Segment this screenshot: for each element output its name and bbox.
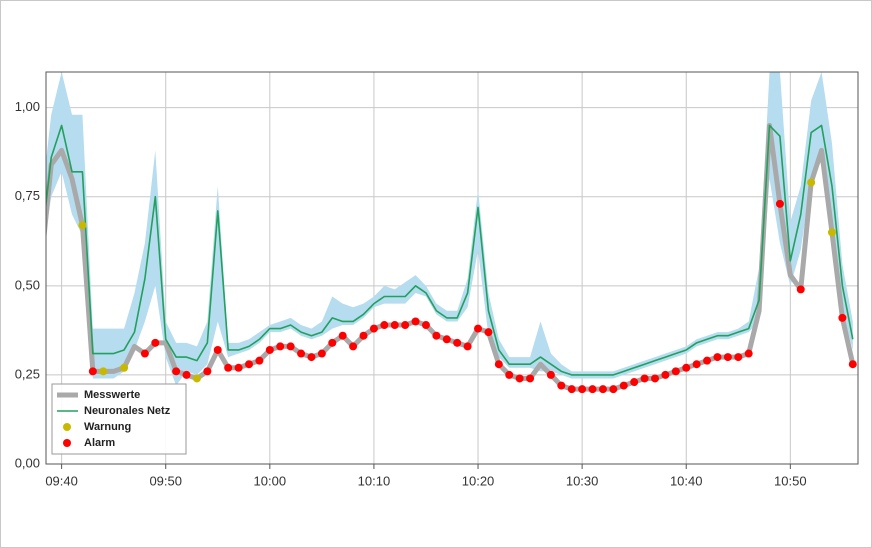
data-point: [234, 363, 243, 372]
data-point: [307, 353, 316, 362]
data-point: [505, 370, 514, 379]
data-point: [213, 345, 222, 354]
data-point: [401, 321, 410, 330]
y-tick-label: 0,50: [15, 277, 40, 292]
data-point: [546, 370, 555, 379]
x-tick-label: 10:20: [462, 473, 495, 488]
data-point: [474, 324, 483, 333]
data-point: [734, 353, 743, 362]
data-point: [421, 321, 430, 330]
data-point: [88, 367, 97, 376]
data-point: [359, 331, 368, 340]
data-point: [120, 363, 129, 372]
data-point: [255, 356, 264, 365]
data-point: [557, 381, 566, 390]
plot-area: [46, 72, 857, 394]
data-point: [651, 374, 659, 383]
data-point: [99, 367, 108, 376]
legend-marker: [63, 423, 71, 431]
x-tick-label: 09:40: [45, 473, 78, 488]
data-point: [827, 228, 836, 237]
y-tick-label: 0,25: [15, 366, 40, 381]
data-point: [484, 328, 493, 337]
legend-label: Messwerte: [84, 389, 140, 401]
data-point: [494, 360, 503, 369]
confidence-band: [46, 72, 853, 386]
data-point: [411, 317, 420, 326]
data-point: [848, 360, 857, 369]
data-point: [453, 338, 462, 347]
data-point: [369, 324, 378, 333]
data-point: [432, 331, 441, 340]
data-point: [598, 385, 607, 394]
data-point: [192, 374, 201, 383]
data-point: [640, 374, 649, 383]
x-tick-label: 10:50: [774, 473, 807, 488]
data-point: [578, 385, 587, 394]
data-point: [661, 370, 670, 379]
y-tick-label: 0,75: [15, 188, 40, 203]
data-point: [172, 367, 181, 376]
x-tick-label: 10:40: [670, 473, 703, 488]
data-point: [671, 367, 680, 376]
data-point: [682, 363, 691, 372]
data-point: [609, 385, 618, 394]
data-point: [224, 363, 233, 372]
x-tick-label: 10:10: [358, 473, 391, 488]
data-point: [245, 360, 253, 369]
legend-label: Alarm: [84, 437, 115, 449]
x-tick-label: 09:50: [149, 473, 182, 488]
y-tick-label: 1,00: [15, 99, 40, 114]
data-point: [567, 385, 576, 394]
y-tick-label: 0,00: [15, 455, 40, 470]
data-point: [78, 221, 87, 230]
data-point: [588, 385, 597, 394]
data-line: [46, 124, 854, 376]
plot-border: [45, 71, 859, 465]
data-point: [526, 374, 535, 383]
data-point: [807, 178, 816, 187]
data-point: [703, 356, 712, 365]
data-point: [203, 367, 212, 376]
data-point: [317, 349, 326, 358]
data-point: [723, 353, 732, 362]
data-point: [390, 321, 399, 330]
data-point: [515, 374, 524, 383]
data-point: [151, 338, 160, 347]
data-point: [692, 360, 701, 369]
x-tick-label: 10:00: [254, 473, 287, 488]
data-point: [328, 338, 337, 347]
data-point: [265, 345, 274, 354]
legend-label: Neuronales Netz: [84, 405, 171, 417]
data-point: [338, 331, 347, 340]
data-point: [182, 370, 191, 379]
legend-marker: [63, 439, 71, 447]
data-point: [349, 342, 358, 351]
data-point: [380, 321, 389, 330]
data-point: [775, 199, 784, 208]
x-tick-label: 10:30: [566, 473, 599, 488]
data-point: [286, 342, 295, 351]
data-point: [276, 342, 285, 351]
data-point: [630, 378, 639, 387]
data-point: [713, 353, 722, 362]
legend: Messwerte Neuronales Netz Warnung Alarm: [51, 383, 187, 455]
legend-label: Warnung: [84, 421, 131, 433]
axes: 0,00 0,25 0,50 0,75 1,00 09:40 09:50 10:00 10:10…: [15, 99, 807, 488]
data-point: [140, 349, 149, 358]
data-point: [744, 349, 753, 358]
data-point: [796, 285, 805, 294]
data-point: [838, 313, 847, 322]
data-point: [297, 349, 306, 358]
data-point: [463, 342, 472, 351]
data-point: [442, 335, 451, 344]
data-point: [619, 381, 628, 390]
